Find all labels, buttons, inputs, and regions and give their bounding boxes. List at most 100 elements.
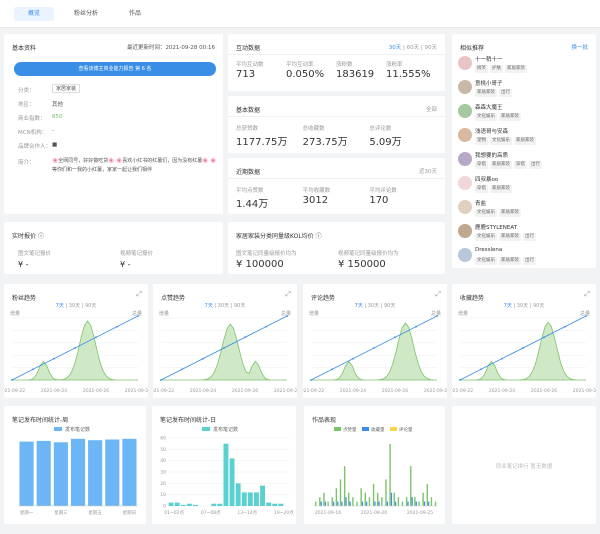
avatar[interactable] (458, 104, 472, 118)
period-30[interactable]: 30天 (388, 45, 402, 51)
trend-period[interactable]: 90天 (233, 303, 246, 309)
stat-label: 总评论数 (369, 126, 392, 132)
commercial-report-button[interactable]: 查看该博主商业能力报告 第 6 名 (14, 62, 216, 76)
trend-period[interactable]: 7天 (204, 303, 213, 309)
legend-swatch (54, 427, 62, 431)
collect-bar (333, 501, 335, 506)
expand-icon[interactable]: ⤢ (435, 290, 441, 298)
trend-period[interactable]: 30天 (516, 303, 529, 309)
related-tags: 宠物 文化娱乐 家居家装 (475, 136, 538, 145)
related-name[interactable]: 四叔暴oo (475, 177, 499, 183)
avatar[interactable] (458, 224, 472, 238)
trend-period-switch[interactable]: 7天 | 30天 | 90天 (55, 303, 97, 309)
basic-field-row: 地区： 其他 (18, 98, 218, 110)
y-tick-label: 50 (160, 447, 166, 453)
stat-value: 11.555% (386, 69, 431, 80)
basic-field-label: 品牌合作人： (18, 144, 52, 150)
tick-label: 13~14点 (237, 510, 257, 516)
trend-period[interactable]: 7天 (55, 303, 64, 309)
expand-icon[interactable]: ⤢ (136, 290, 142, 298)
total-point (137, 315, 139, 317)
trend-period[interactable]: 7天 (354, 303, 363, 309)
refresh-related-link[interactable]: 换一批 (571, 45, 588, 51)
tick-label: 星期一 (20, 510, 34, 516)
interact-period-switch[interactable]: 30天 | 60天 | 90天 (388, 45, 438, 51)
total-point (74, 347, 76, 349)
avatar[interactable] (458, 80, 472, 94)
related-tags: 文化娱乐 家居家装 (475, 208, 523, 217)
trend-date-label: 2021-09-26 (382, 388, 408, 394)
avatar[interactable] (458, 128, 472, 142)
trend-period-switch[interactable]: 7天 | 30天 | 90天 (354, 303, 396, 309)
related-name[interactable]: Dresslena (475, 247, 503, 253)
related-title: 相似推荐 (460, 45, 485, 52)
likes-bar (426, 483, 428, 506)
likes-bar (430, 497, 433, 506)
expand-icon[interactable]: ⤢ (285, 290, 291, 298)
trend-period[interactable]: 90天 (84, 303, 97, 309)
related-name[interactable]: 森森大魔王 (475, 105, 503, 111)
trend-period[interactable]: 90天 (383, 303, 396, 309)
likes-bar (410, 466, 412, 506)
trend-period[interactable]: 30天 (217, 303, 230, 309)
stat-label: 涨粉率 (386, 62, 403, 68)
tab-works[interactable]: 作品 (128, 10, 141, 17)
expand-icon[interactable]: ⤢ (584, 290, 590, 298)
day-bar (180, 504, 186, 506)
recent-data-extra[interactable]: 近30天 (419, 169, 437, 175)
related-item[interactable]: 我想要的高质 穿搭 家居家装 穿搭 出行 (456, 150, 592, 172)
quote-video-value: ¥ - (120, 260, 131, 269)
related-item[interactable]: 十一稍十一 搞笑 护肤 家居家装 (456, 54, 592, 76)
trend-period[interactable]: 30天 (367, 303, 380, 309)
collect-bar (378, 501, 380, 506)
interact-title: 互动数据 (236, 45, 261, 52)
trend-period[interactable]: 90天 (532, 303, 545, 309)
total-point (244, 336, 246, 339)
total-point (286, 315, 288, 317)
trend-period-switch[interactable]: 7天 | 30天 | 90天 (204, 303, 246, 309)
avatar[interactable] (458, 56, 472, 70)
likes-bar (323, 492, 325, 506)
trend-title: 评论趋势 (311, 295, 336, 302)
related-item[interactable]: 森森大魔王 文化娱乐 家居家装 (456, 102, 592, 124)
stat-value: 1177.75万 (236, 137, 288, 148)
avatar[interactable] (458, 200, 472, 214)
avatar[interactable] (458, 176, 472, 190)
likes-bar (385, 479, 387, 506)
related-item[interactable]: Dresslena 文化娱乐 家居家装 出行 (456, 246, 592, 268)
base-data-extra[interactable]: 全部 (425, 107, 437, 113)
related-item[interactable]: 浅语哥与安森 宠物 文化娱乐 家居家装 (456, 126, 592, 148)
basic-field-value: 家居家装 (52, 84, 81, 93)
day-bar (272, 503, 278, 506)
day-bar (278, 503, 284, 506)
related-name[interactable]: 鹿鹿STYLENEAT (475, 225, 518, 231)
related-name[interactable]: 十一稍十一 (475, 57, 503, 63)
tick-label: 07~08点 (201, 510, 221, 516)
related-name[interactable]: 我想要的高质 (475, 153, 509, 159)
avatar[interactable] (458, 248, 472, 262)
related-item[interactable]: 四叔暴oo 穿搭 家居家装 (456, 174, 592, 196)
week-bar (105, 439, 120, 506)
trend-period[interactable]: 30天 (68, 303, 81, 309)
trend-date-label: 2021-09-24 (489, 388, 515, 394)
related-tag: 护肤 (490, 65, 503, 73)
trend-period-switch[interactable]: 7天 | 30天 | 90天 (503, 303, 545, 309)
tab-overview[interactable]: 概览 (14, 7, 54, 21)
related-name[interactable]: 青盐 (475, 201, 487, 207)
collect-bar (341, 501, 343, 506)
related-tag: 出行 (523, 233, 536, 241)
trend-period[interactable]: 7天 (503, 303, 512, 309)
period-90[interactable]: 90天 (424, 45, 438, 51)
trend-title: 点赞趋势 (161, 295, 186, 302)
avatar[interactable] (458, 152, 472, 166)
related-tags: 穿搭 家居家装 (475, 184, 514, 193)
related-item[interactable]: 鹿鹿STYLENEAT 文化娱乐 家居家装 出行 (456, 222, 592, 244)
y-tick-label: 60 (160, 436, 166, 442)
tab-fans[interactable]: 粉丝分析 (73, 10, 98, 17)
period-60[interactable]: 60天 (406, 45, 420, 51)
related-name[interactable]: 浅语哥与安森 (475, 129, 509, 135)
related-item[interactable]: 青盐 文化娱乐 家居家装 (456, 198, 592, 220)
related-name[interactable]: 意桃小哥子 (475, 81, 503, 87)
related-item[interactable]: 意桃小哥子 家居家装 出行 (456, 78, 592, 100)
related-tag: 出行 (499, 89, 512, 97)
